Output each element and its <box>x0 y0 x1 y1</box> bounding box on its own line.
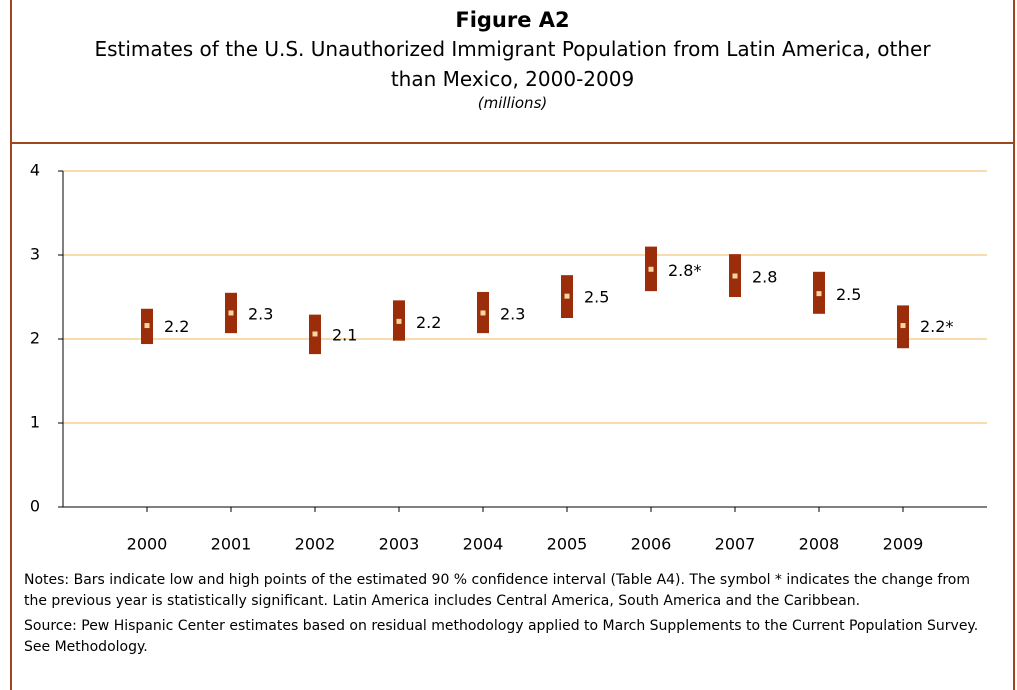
chart: 0 1 2 3 4 2000 2.2 2001 2.3 2002 2.1 2003 2.2 2004 2.3… <box>30 161 987 554</box>
value-label: 2.8 <box>752 268 777 287</box>
x-tick-label: 2000 <box>127 535 168 554</box>
y-tick-label: 1 <box>30 413 40 432</box>
value-label: 2.3 <box>248 304 273 323</box>
x-tick-label: 2003 <box>379 535 420 554</box>
point <box>816 291 822 297</box>
header: Figure A2 Estimates of the U.S. Unauthor… <box>10 0 1015 144</box>
chart-subtitle: Estimates of the U.S. Unauthorized Immig… <box>94 37 931 91</box>
x-tick-label: 2007 <box>715 535 756 554</box>
value-label: 2.2 <box>416 313 441 332</box>
point <box>564 293 570 299</box>
point <box>900 323 906 329</box>
value-label: 2.1 <box>332 325 357 344</box>
source: Source: Pew Hispanic Center estimates ba… <box>24 618 979 655</box>
point <box>648 266 654 272</box>
frame <box>10 0 1015 690</box>
notes: Notes: Bars indicate low and high points… <box>24 572 971 609</box>
unit-label: (millions) <box>477 94 548 112</box>
point <box>144 323 150 329</box>
value-label: 2.5 <box>836 285 861 304</box>
x-tick-label: 2006 <box>631 535 672 554</box>
value-label: 2.3 <box>500 304 525 323</box>
chart-title: Figure A2 <box>455 8 570 32</box>
point <box>480 310 486 316</box>
x-tick-label: 2008 <box>799 535 840 554</box>
y-tick-label: 0 <box>30 497 40 516</box>
value-label: 2.5 <box>584 288 609 307</box>
x-tick-label: 2004 <box>463 535 504 554</box>
x-tick-label: 2002 <box>295 535 336 554</box>
y-tick-label: 3 <box>30 245 40 264</box>
point <box>312 331 318 337</box>
x-tick-label: 2005 <box>547 535 588 554</box>
x-tick-label: 2009 <box>883 535 924 554</box>
y-tick-label: 4 <box>30 161 40 180</box>
x-tick-label: 2001 <box>211 535 252 554</box>
value-label: 2.8* <box>668 261 701 280</box>
point <box>732 273 738 279</box>
value-label: 2.2 <box>164 317 189 336</box>
y-tick-label: 2 <box>30 329 40 348</box>
notes-block: Notes: Bars indicate low and high points… <box>24 570 984 662</box>
point <box>396 318 402 324</box>
value-label: 2.2* <box>920 317 953 336</box>
point <box>228 310 234 316</box>
